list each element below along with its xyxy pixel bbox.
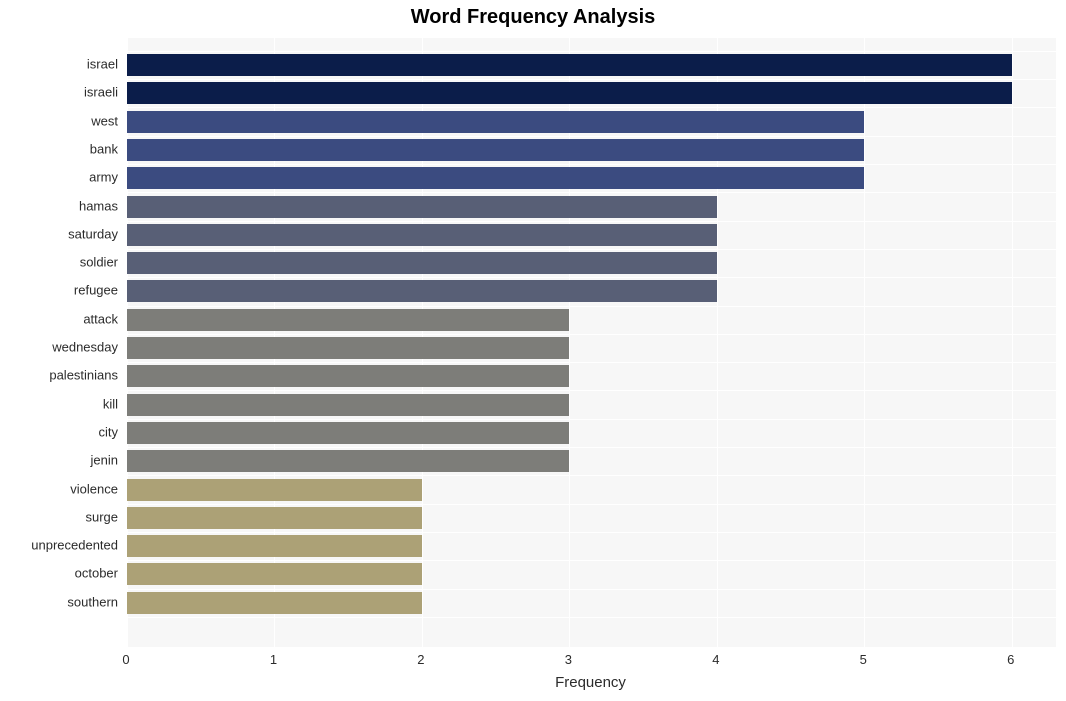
- gridline-horizontal: [127, 277, 1056, 278]
- bar: [127, 82, 1012, 104]
- gridline-horizontal: [127, 306, 1056, 307]
- gridline-horizontal: [127, 419, 1056, 420]
- chart-title: Word Frequency Analysis: [0, 6, 1066, 29]
- bar: [127, 592, 422, 614]
- y-tick-label: jenin: [0, 453, 118, 468]
- bar: [127, 252, 717, 274]
- bar: [127, 280, 717, 302]
- bar: [127, 139, 864, 161]
- y-tick-label: west: [0, 113, 118, 128]
- bar: [127, 450, 569, 472]
- y-tick-label: bank: [0, 141, 118, 156]
- gridline-horizontal: [127, 192, 1056, 193]
- bar: [127, 224, 717, 246]
- gridline-horizontal: [127, 362, 1056, 363]
- x-axis-label: Frequency: [126, 674, 1055, 691]
- y-tick-label: unprecedented: [0, 538, 118, 553]
- x-tick-label: 5: [860, 652, 867, 667]
- y-tick-label: saturday: [0, 226, 118, 241]
- gridline-vertical: [1012, 38, 1013, 647]
- gridline-horizontal: [127, 532, 1056, 533]
- gridline-horizontal: [127, 617, 1056, 618]
- y-tick-label: refugee: [0, 283, 118, 298]
- y-tick-label: israel: [0, 57, 118, 72]
- bar: [127, 167, 864, 189]
- gridline-horizontal: [127, 136, 1056, 137]
- x-tick-label: 6: [1007, 652, 1014, 667]
- gridline-horizontal: [127, 589, 1056, 590]
- gridline-horizontal: [127, 164, 1056, 165]
- x-tick-label: 3: [565, 652, 572, 667]
- y-tick-label: attack: [0, 311, 118, 326]
- y-tick-label: wednesday: [0, 340, 118, 355]
- bar: [127, 309, 569, 331]
- y-tick-label: southern: [0, 594, 118, 609]
- bar: [127, 337, 569, 359]
- x-tick-label: 0: [122, 652, 129, 667]
- gridline-vertical: [864, 38, 865, 647]
- x-tick-label: 1: [270, 652, 277, 667]
- bar: [127, 365, 569, 387]
- x-tick-label: 4: [712, 652, 719, 667]
- gridline-horizontal: [127, 334, 1056, 335]
- bar: [127, 196, 717, 218]
- bar: [127, 479, 422, 501]
- bar: [127, 422, 569, 444]
- gridline-horizontal: [127, 475, 1056, 476]
- bar: [127, 507, 422, 529]
- y-tick-label: soldier: [0, 255, 118, 270]
- bar: [127, 563, 422, 585]
- gridline-horizontal: [127, 221, 1056, 222]
- gridline-horizontal: [127, 249, 1056, 250]
- gridline-horizontal: [127, 390, 1056, 391]
- y-tick-label: army: [0, 170, 118, 185]
- gridline-horizontal: [127, 560, 1056, 561]
- y-tick-label: palestinians: [0, 368, 118, 383]
- y-tick-label: violence: [0, 481, 118, 496]
- y-tick-label: october: [0, 566, 118, 581]
- y-tick-label: hamas: [0, 198, 118, 213]
- gridline-horizontal: [127, 504, 1056, 505]
- plot-area: [126, 37, 1057, 648]
- gridline-horizontal: [127, 447, 1056, 448]
- y-tick-label: israeli: [0, 85, 118, 100]
- y-tick-label: kill: [0, 396, 118, 411]
- bar: [127, 394, 569, 416]
- y-tick-label: surge: [0, 509, 118, 524]
- gridline-horizontal: [127, 79, 1056, 80]
- x-tick-label: 2: [417, 652, 424, 667]
- y-tick-label: city: [0, 424, 118, 439]
- word-frequency-chart: Word Frequency Analysis Frequency 0 1 2 3 4 5…: [0, 0, 1066, 701]
- gridline-horizontal: [127, 107, 1056, 108]
- bar: [127, 54, 1012, 76]
- bar: [127, 111, 864, 133]
- gridline-horizontal: [127, 51, 1056, 52]
- bar: [127, 535, 422, 557]
